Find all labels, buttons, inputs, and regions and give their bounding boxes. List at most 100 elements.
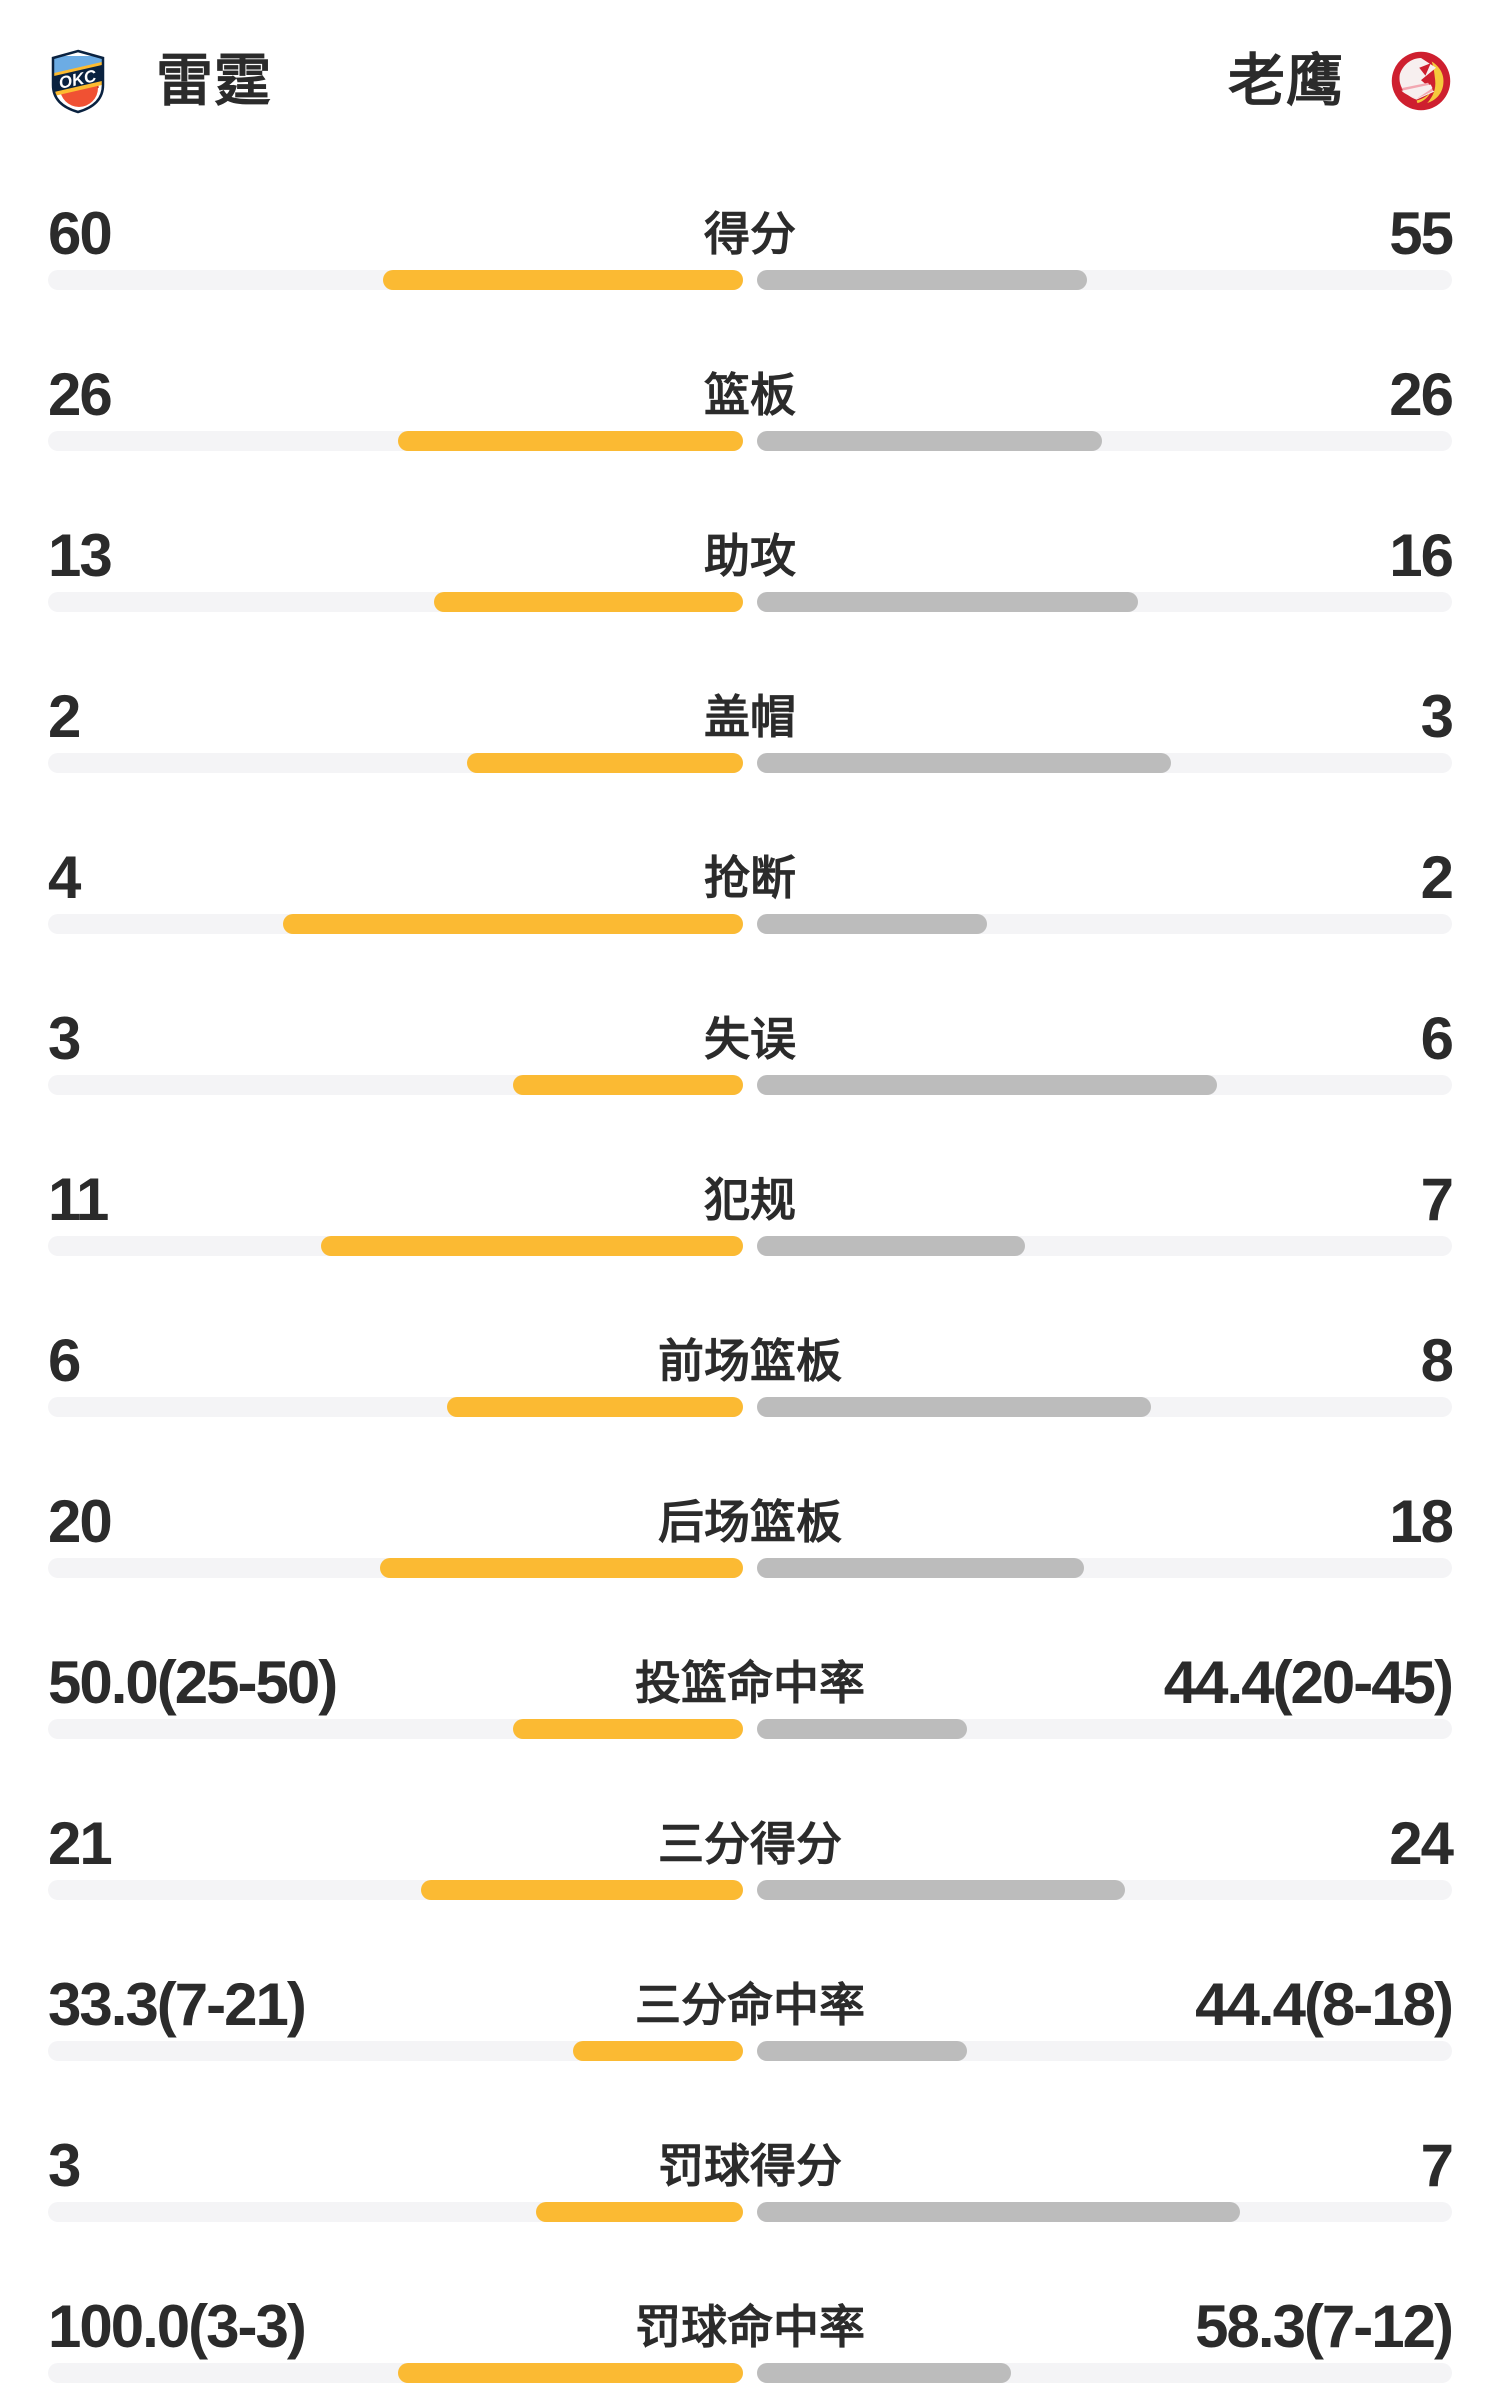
home-bar-fill [398, 2363, 743, 2383]
away-bar-fill [757, 753, 1172, 773]
home-value: 2 [48, 683, 81, 750]
away-bar-fill [757, 592, 1138, 612]
away-bar-track [757, 2202, 1452, 2222]
stat-label: 助攻 [704, 530, 796, 582]
home-bar-track [48, 753, 743, 773]
home-value: 3 [48, 2132, 81, 2199]
stat-bar [48, 753, 1452, 773]
away-value: 18 [1389, 1488, 1454, 1555]
stat-bar [48, 1397, 1452, 1417]
stat-values-line: 13 助攻 16 [48, 523, 1454, 589]
away-value: 6 [1420, 1005, 1454, 1072]
away-bar-fill [757, 270, 1088, 290]
stat-label: 失误 [704, 1013, 796, 1065]
away-value: 7 [1420, 1166, 1454, 1233]
stat-label: 得分 [704, 208, 796, 260]
away-bar-track [757, 1075, 1452, 1095]
stat-values-line: 3 失误 6 [48, 1005, 1454, 1072]
home-bar-track [48, 1075, 743, 1095]
home-bar-fill [321, 1236, 743, 1256]
away-value: 8 [1420, 1327, 1454, 1394]
team-away-name: 老鹰 [1228, 48, 1344, 113]
stat-row: 20 后场篮板 18 [48, 1488, 1454, 1578]
stat-bar [48, 270, 1452, 290]
home-bar-fill [433, 592, 743, 612]
away-value: 24 [1389, 1810, 1454, 1877]
team-home: OKC 雷霆 [48, 48, 272, 115]
home-value: 21 [48, 1810, 113, 1877]
away-bar-fill [757, 1880, 1125, 1900]
stat-row: 33.3(7-21) 三分命中率 44.4(8-18) [48, 1972, 1454, 2061]
home-value: 26 [48, 361, 113, 428]
away-bar-track [757, 270, 1452, 290]
stat-row: 11 犯规 7 [48, 1166, 1454, 1256]
home-bar-track [48, 2363, 743, 2383]
stat-row: 4 抢断 2 [48, 844, 1454, 934]
away-bar-fill [757, 1719, 967, 1739]
away-bar-track [757, 1397, 1452, 1417]
stat-row: 100.0(3-3) 罚球命中率 58.3(7-12) [48, 2293, 1454, 2383]
stat-bar [48, 1236, 1452, 1256]
stat-values-line: 3 罚球得分 7 [48, 2132, 1454, 2199]
away-value: 7 [1420, 2132, 1454, 2199]
stat-values-line: 33.3(7-21) 三分命中率 44.4(8-18) [48, 1972, 1454, 2038]
away-bar-track [757, 1719, 1452, 1739]
stat-values-line: 100.0(3-3) 罚球命中率 58.3(7-12) [48, 2293, 1454, 2360]
stat-label: 抢断 [704, 852, 796, 904]
home-bar-fill [467, 753, 743, 773]
home-value: 3 [48, 1005, 81, 1072]
away-bar-fill [757, 431, 1102, 451]
home-value: 50.0(25-50) [48, 1649, 338, 1716]
home-bar-track [48, 1880, 743, 1900]
home-value: 4 [48, 844, 81, 911]
stat-label: 罚球得分 [658, 2140, 842, 2192]
away-bar-track [757, 1558, 1452, 1578]
stat-label: 后场篮板 [658, 1496, 842, 1548]
stat-bar [48, 1075, 1452, 1095]
team-home-name: 雷霆 [156, 48, 272, 113]
stat-bar [48, 431, 1452, 451]
stat-values-line: 6 前场篮板 8 [48, 1327, 1454, 1394]
away-bar-track [757, 592, 1452, 612]
home-value: 60 [48, 200, 113, 267]
stat-label: 篮板 [704, 369, 796, 421]
stat-label: 三分命中率 [635, 1979, 865, 2031]
away-bar-track [757, 914, 1452, 934]
stat-values-line: 26 篮板 26 [48, 361, 1454, 428]
away-bar-fill [757, 914, 988, 934]
away-bar-fill [757, 1236, 1026, 1256]
team-away: 老鹰 [1228, 50, 1452, 112]
home-bar-fill [398, 431, 743, 451]
stat-bar [48, 914, 1452, 934]
stat-bar [48, 1880, 1452, 1900]
okc-thunder-logo-icon: OKC [51, 49, 105, 113]
away-bar-track [757, 2041, 1452, 2061]
stat-bar [48, 1719, 1452, 1739]
home-bar-fill [383, 270, 743, 290]
away-value: 55 [1389, 200, 1454, 267]
away-bar-fill [757, 2202, 1241, 2222]
stat-row: 13 助攻 16 [48, 523, 1454, 612]
away-value: 58.3(7-12) [1195, 2293, 1454, 2360]
stat-values-line: 21 三分得分 24 [48, 1810, 1454, 1877]
stat-row: 3 失误 6 [48, 1005, 1454, 1095]
home-bar-fill [512, 1075, 743, 1095]
stat-bar [48, 2363, 1452, 2383]
away-bar-fill [757, 2363, 1011, 2383]
away-bar-fill [757, 1397, 1152, 1417]
stat-row: 6 前场篮板 8 [48, 1327, 1454, 1417]
stat-label: 三分得分 [658, 1818, 842, 1870]
home-bar-fill [535, 2202, 743, 2222]
stat-values-line: 11 犯规 7 [48, 1166, 1454, 1233]
home-value: 11 [48, 1166, 109, 1233]
home-bar-fill [512, 1719, 743, 1739]
home-bar-fill [282, 914, 743, 934]
home-bar-track [48, 592, 743, 612]
home-value: 100.0(3-3) [48, 2293, 307, 2360]
stat-values-line: 20 后场篮板 18 [48, 1488, 1454, 1555]
stat-label: 盖帽 [704, 691, 796, 743]
stat-values-line: 2 盖帽 3 [48, 683, 1454, 750]
scoreboard-header: OKC 雷霆 老鹰 [48, 45, 1452, 117]
stat-values-line: 50.0(25-50) 投篮命中率 44.4(20-45) [48, 1649, 1454, 1716]
